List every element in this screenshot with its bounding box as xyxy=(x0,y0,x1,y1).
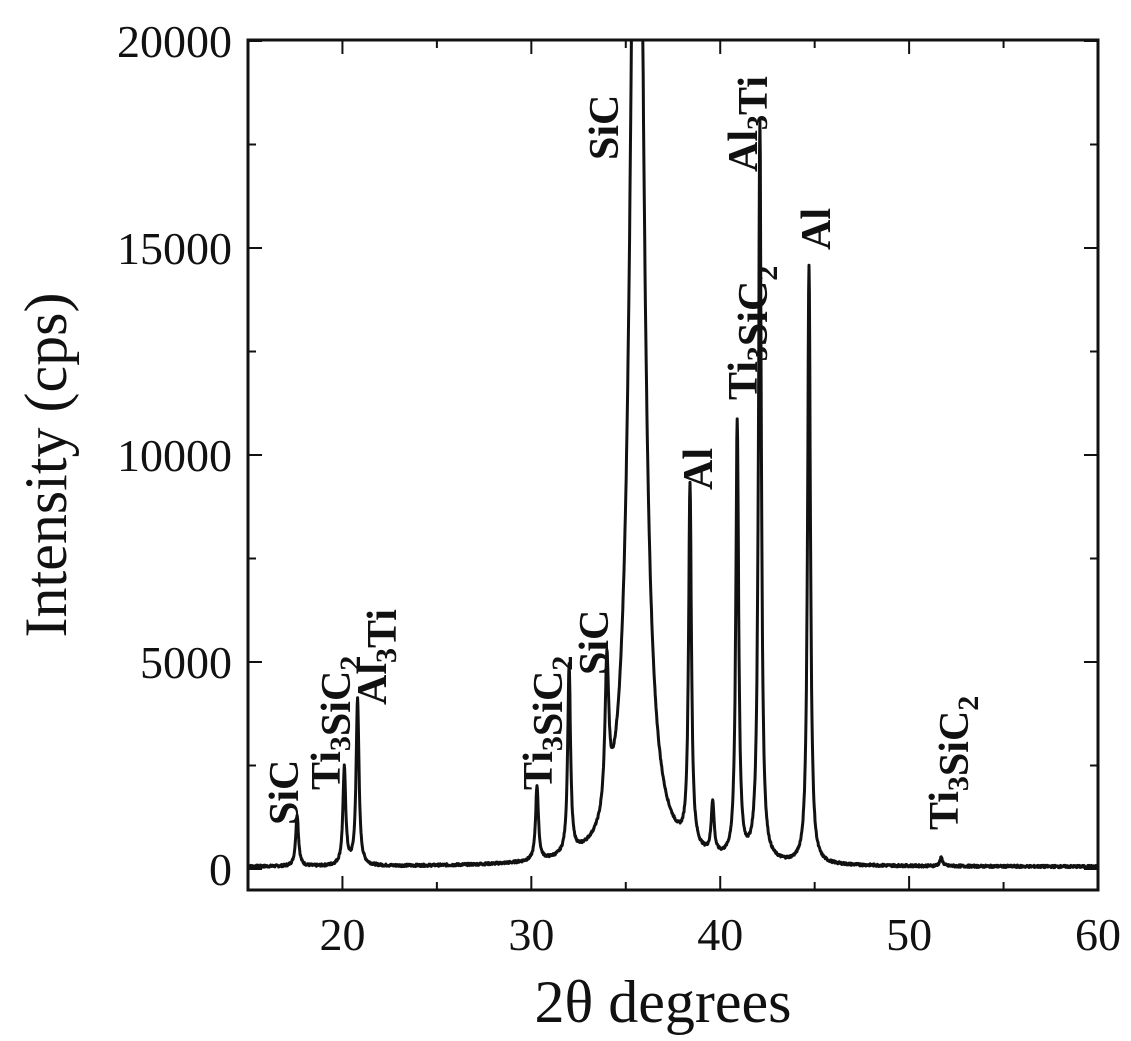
peak-label-part: Ti xyxy=(922,791,968,830)
peak-label-subscript: 2 xyxy=(546,656,579,671)
peak-label-subscript: 2 xyxy=(334,656,367,671)
peak-label-subscript: 3 xyxy=(741,346,774,361)
y-tick-label: 15000 xyxy=(117,223,232,274)
peak-label: Al xyxy=(794,208,840,250)
y-tick-label: 20000 xyxy=(117,16,232,67)
peak-label: Al3Ti xyxy=(721,76,777,172)
x-axis-title: 2θ degrees xyxy=(535,969,792,1035)
peak-label-subscript: 2 xyxy=(952,696,985,711)
peak-label-part: SiC xyxy=(526,671,572,736)
peak-label-part: SiC xyxy=(262,760,308,825)
y-tick-label: 0 xyxy=(209,844,232,895)
y-axis-title: Intensity (cps) xyxy=(13,293,79,638)
peak-label: Ti3SiC2 xyxy=(516,656,579,790)
peak-label: Ti3SiC2 xyxy=(721,266,784,400)
peak-label-subscript: 3 xyxy=(370,648,403,663)
peak-label-subscript: 3 xyxy=(741,115,774,130)
x-tick-label: 40 xyxy=(697,909,743,960)
x-tick-label: 20 xyxy=(319,909,365,960)
peak-annotations: SiCTi3SiC2Al3TiTi3SiC2SiCSiCAlTi3SiC2Al3… xyxy=(262,76,985,830)
peak-label-part: Ti xyxy=(721,361,767,400)
peak-label: Al3Ti xyxy=(350,609,406,705)
peak-label-subscript: 3 xyxy=(324,736,357,751)
y-tick-label: 10000 xyxy=(117,430,232,481)
peak-label-part: SiC xyxy=(314,671,360,736)
peak-label-part: Al xyxy=(350,663,396,705)
x-tick-label: 50 xyxy=(886,909,932,960)
peak-label: Ti3SiC2 xyxy=(304,656,367,790)
peak-label-part: Ti xyxy=(731,76,777,115)
peak-label: Ti3SiC2 xyxy=(922,696,985,830)
peak-label-subscript: 3 xyxy=(536,736,569,751)
peak-label-part: SiC xyxy=(731,281,777,346)
axis-ticks xyxy=(248,40,1099,890)
peak-label-part: Ti xyxy=(360,609,406,648)
plot-frame xyxy=(246,38,1100,892)
peak-label-part: Al xyxy=(721,130,767,172)
peak-label-part: Al xyxy=(676,448,722,490)
y-tick-label: 5000 xyxy=(140,637,232,688)
xrd-pattern-line xyxy=(246,38,1100,870)
peak-label: SiC xyxy=(582,95,628,160)
x-tick-label: 60 xyxy=(1075,909,1121,960)
peak-label: SiC xyxy=(262,760,308,825)
peak-label-part: SiC xyxy=(932,711,978,776)
axis-tick-labels: 20 30 40 50 60 0 5000 10000 15000 20000 xyxy=(117,16,1121,960)
peak-label-part: SiC xyxy=(582,95,628,160)
peak-label-subscript: 3 xyxy=(942,776,975,791)
x-tick-label: 30 xyxy=(508,909,554,960)
peak-label-part: SiC xyxy=(572,610,618,675)
peak-label: SiC xyxy=(572,610,618,675)
peak-label-part: Ti xyxy=(304,751,350,790)
peak-label-part: Ti xyxy=(516,751,562,790)
peak-label-subscript: 2 xyxy=(751,266,784,281)
peak-label-part: Al xyxy=(794,208,840,250)
peak-label: Al xyxy=(676,448,722,490)
